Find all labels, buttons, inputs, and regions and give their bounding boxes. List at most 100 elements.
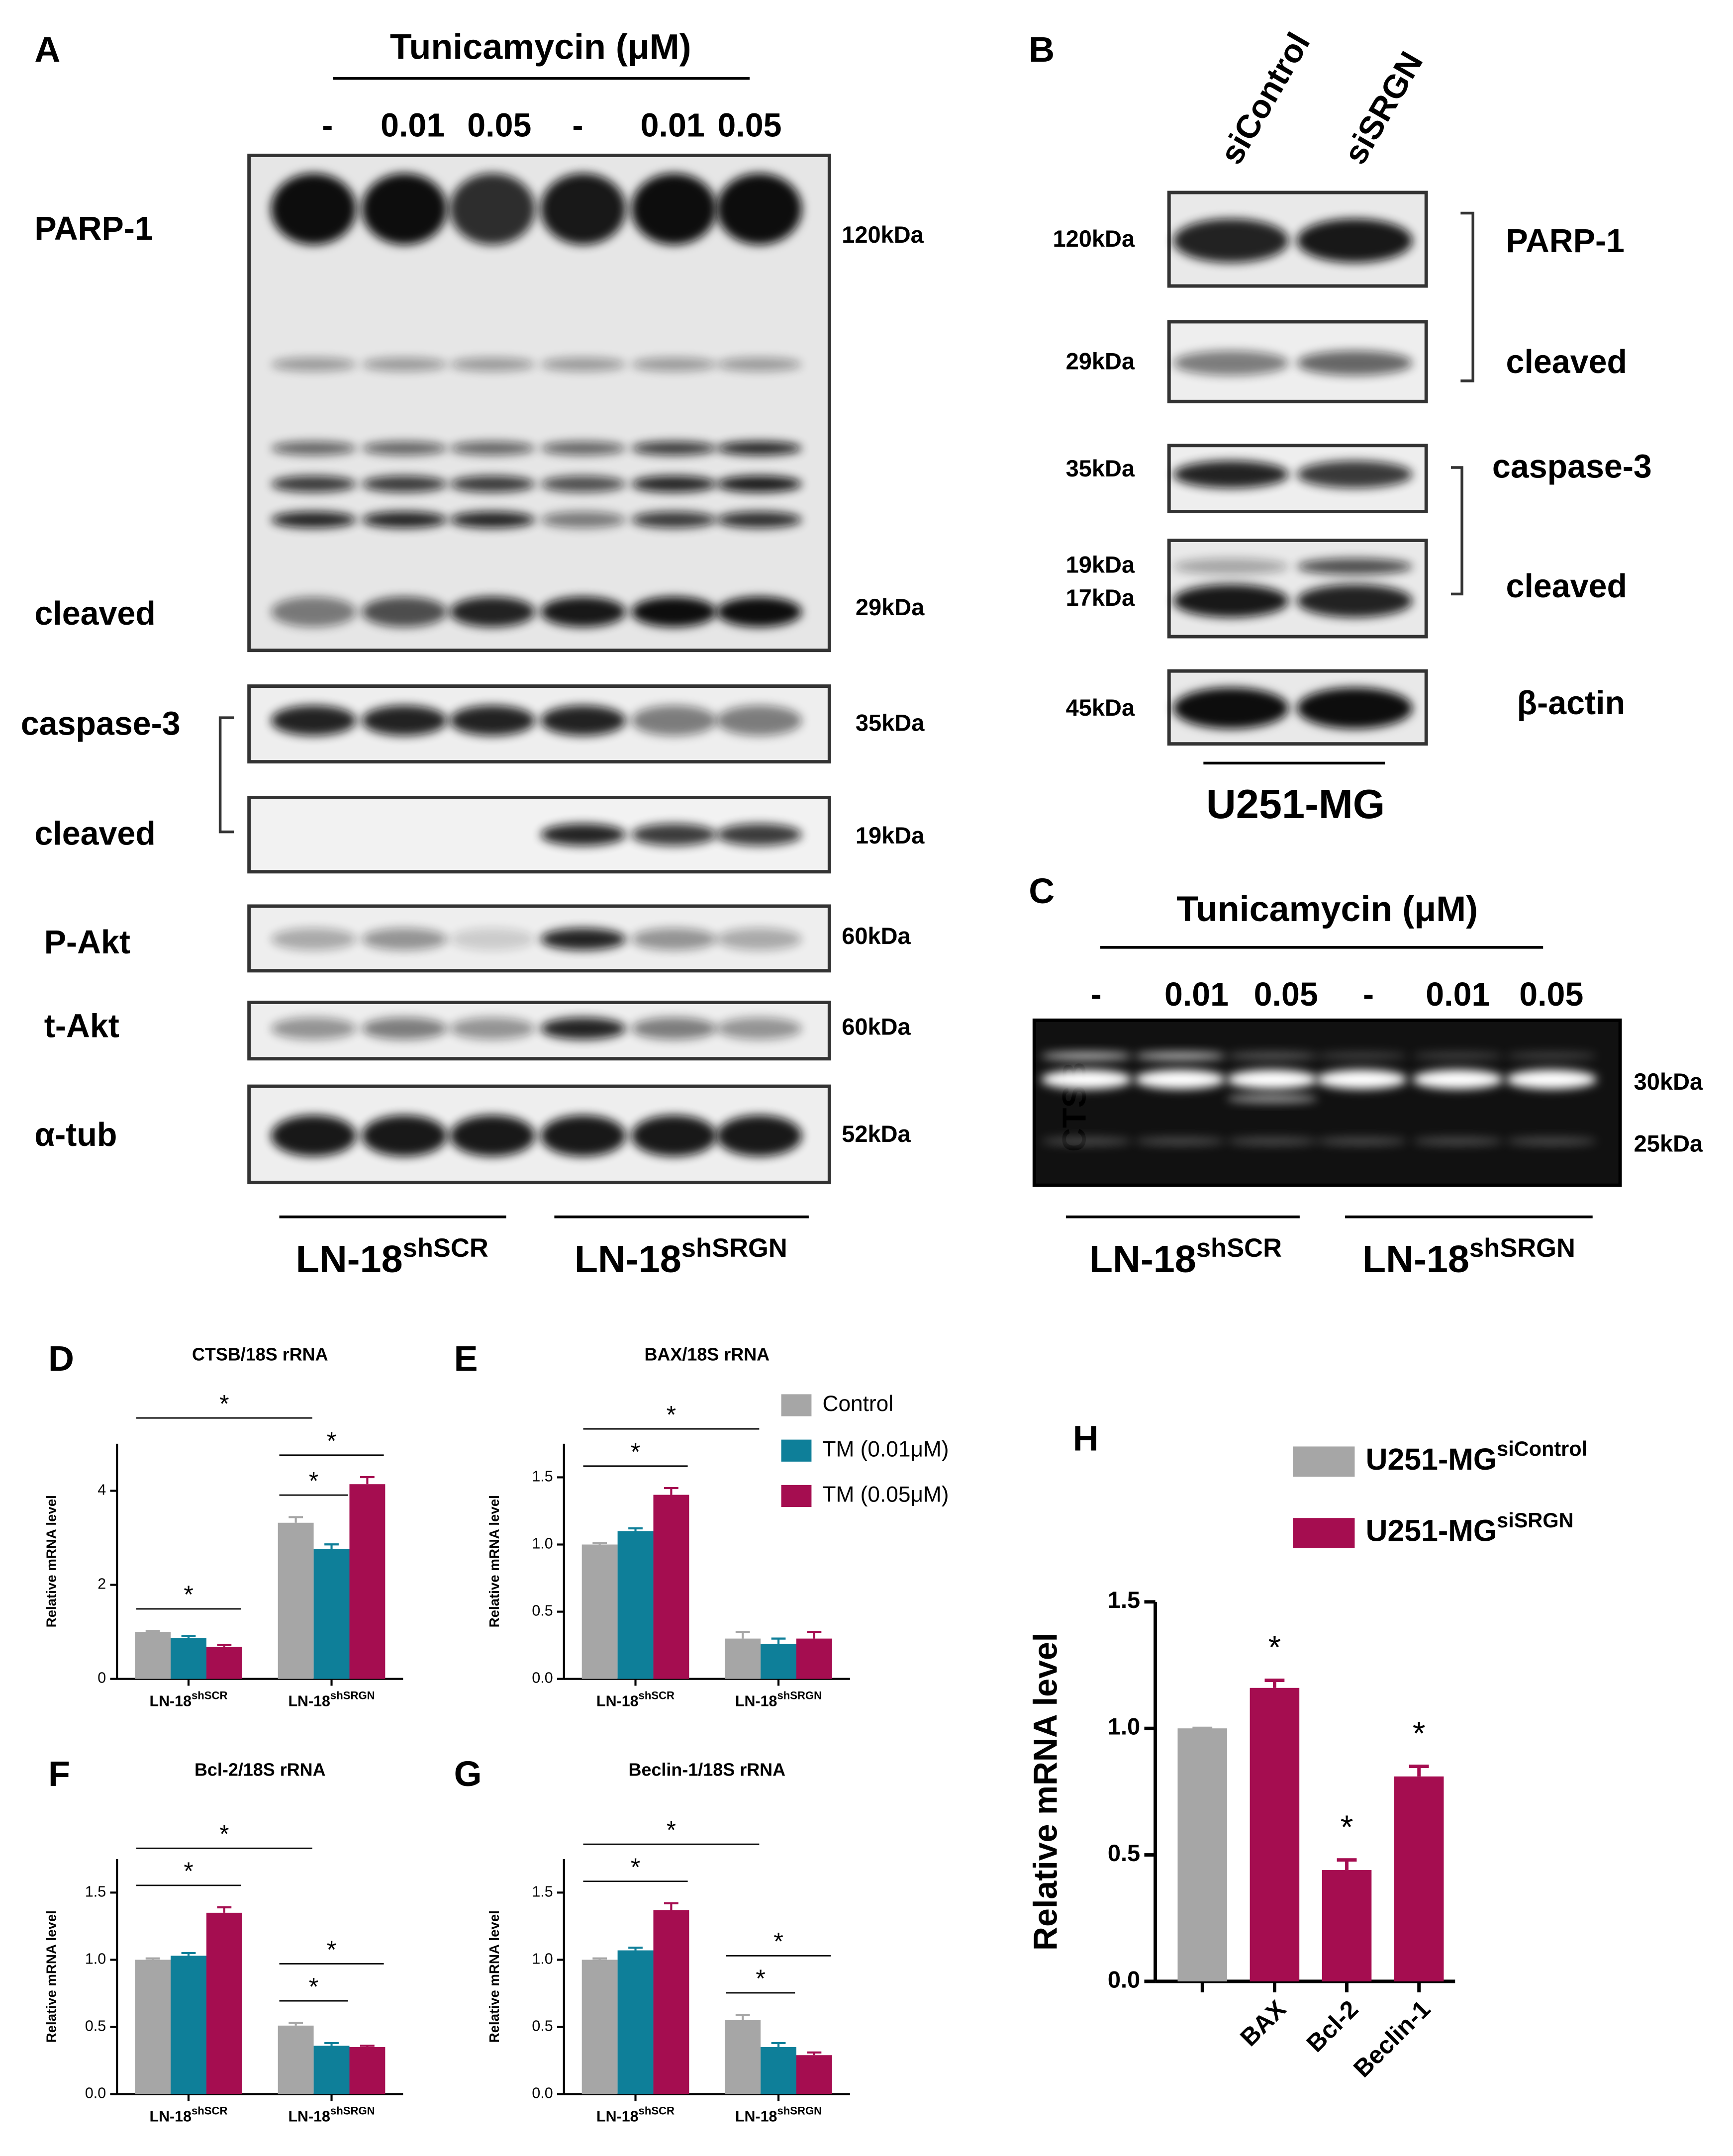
band <box>716 357 802 372</box>
band <box>1173 584 1289 618</box>
significance-star: * <box>631 1853 640 1881</box>
size-label: 19kDa <box>856 822 925 848</box>
row-label: t-Akt <box>44 1008 119 1045</box>
bar <box>349 1484 385 1679</box>
band <box>1297 218 1413 263</box>
band <box>1506 1137 1597 1145</box>
band <box>716 475 802 492</box>
x-tick-label: LN-18shSCR <box>596 1689 674 1709</box>
row-label: cleaved <box>34 815 155 852</box>
band <box>1227 1137 1318 1145</box>
bracket <box>1460 211 1474 382</box>
band <box>362 705 447 736</box>
band <box>1297 350 1413 375</box>
band <box>1297 687 1413 729</box>
y-tick-label: 0.0 <box>532 2085 553 2102</box>
band <box>716 173 802 245</box>
band <box>1412 1137 1504 1145</box>
group-label: U251-MG <box>1206 781 1385 827</box>
band <box>450 357 535 372</box>
band <box>540 596 626 627</box>
y-tick-label: 4 <box>97 1481 106 1498</box>
band <box>540 1115 626 1157</box>
significance-star: * <box>327 1936 336 1964</box>
bar <box>278 2025 314 2094</box>
band <box>1041 1051 1132 1060</box>
band <box>716 441 802 456</box>
band <box>1135 1069 1226 1089</box>
bar <box>171 1956 206 2094</box>
bar <box>761 2047 797 2094</box>
lane-label: - <box>1363 976 1374 1013</box>
band <box>631 1017 717 1040</box>
significance-star: * <box>631 1438 640 1466</box>
y-axis-label: Relative mRNA level <box>486 1910 502 2043</box>
y-tick-label: 0.5 <box>1108 1840 1140 1866</box>
band <box>631 441 717 456</box>
significance-star: * <box>184 1857 193 1885</box>
x-tick-label-main: LN-18 <box>735 1693 777 1710</box>
band <box>540 173 626 245</box>
x-tick-label-sup: shSRGN <box>777 1689 822 1701</box>
legend-label-main: U251-MG <box>1366 1442 1497 1476</box>
y-axis-label: Relative mRNA level <box>486 1495 502 1627</box>
band <box>1041 1137 1132 1145</box>
band <box>271 357 357 372</box>
band <box>450 173 535 245</box>
lane-label: 0.01 <box>641 107 705 144</box>
band <box>1297 461 1413 488</box>
bar <box>206 1647 242 1679</box>
lane-label: 0.01 <box>381 107 445 144</box>
x-tick-label-sup: shSRGN <box>330 1689 375 1701</box>
significance-star: * <box>219 1820 229 1848</box>
bar <box>653 1910 689 2094</box>
bar <box>796 1638 832 1679</box>
y-tick-label: 1.5 <box>532 1468 553 1485</box>
legend-swatch <box>781 1394 812 1416</box>
lane-label: - <box>1091 976 1102 1013</box>
bar <box>171 1638 206 1679</box>
significance-star: * <box>309 1972 318 2000</box>
chart-title: BAX/18S rRNA <box>644 1344 770 1364</box>
significance-star: * <box>1341 1809 1353 1846</box>
bar <box>278 1522 314 1679</box>
bar <box>349 2047 385 2094</box>
chart-title: CTSB/18S rRNA <box>192 1344 328 1364</box>
x-tick-label-sup: shSRGN <box>777 2104 822 2117</box>
band <box>1173 687 1289 729</box>
lane-label: 0.05 <box>1254 976 1318 1013</box>
group-label: LN-18shSRGN <box>575 1233 787 1281</box>
band <box>540 357 626 372</box>
band <box>540 475 626 492</box>
size-label: 30kDa <box>1634 1068 1703 1095</box>
bracket <box>1450 466 1463 596</box>
row-label: β-actin <box>1517 685 1625 722</box>
bar <box>581 1960 618 2094</box>
x-tick-label-main: LN-18 <box>596 1693 638 1710</box>
size-label: 60kDa <box>842 923 911 949</box>
band <box>450 475 535 492</box>
chart: F Bcl-2/18S rRNA Relative mRNA level 0.0 0.5… <box>44 1754 403 2102</box>
band <box>362 596 447 627</box>
band <box>631 1115 717 1157</box>
band <box>540 705 626 736</box>
size-label: 25kDa <box>1634 1130 1703 1156</box>
bar <box>313 1549 350 1679</box>
band <box>1297 558 1413 575</box>
lane-label: 0.01 <box>1426 976 1490 1013</box>
row-label: cleaved <box>1506 568 1627 605</box>
x-tick-label-sup: shSCR <box>639 2104 675 2117</box>
band <box>631 824 717 846</box>
bands-c <box>1041 1051 1597 1145</box>
bar <box>1177 1728 1228 1981</box>
band <box>631 511 717 528</box>
row-label: cleaved <box>1506 344 1627 380</box>
significance-star: * <box>184 1581 193 1608</box>
size-label: 120kDa <box>842 221 924 248</box>
y-axis-label: Relative mRNA level <box>1027 1633 1064 1951</box>
band <box>362 1017 447 1040</box>
band <box>1316 1069 1407 1089</box>
significance-star: * <box>756 1965 765 1992</box>
y-tick-label: 2 <box>97 1576 106 1593</box>
band <box>271 1115 357 1157</box>
